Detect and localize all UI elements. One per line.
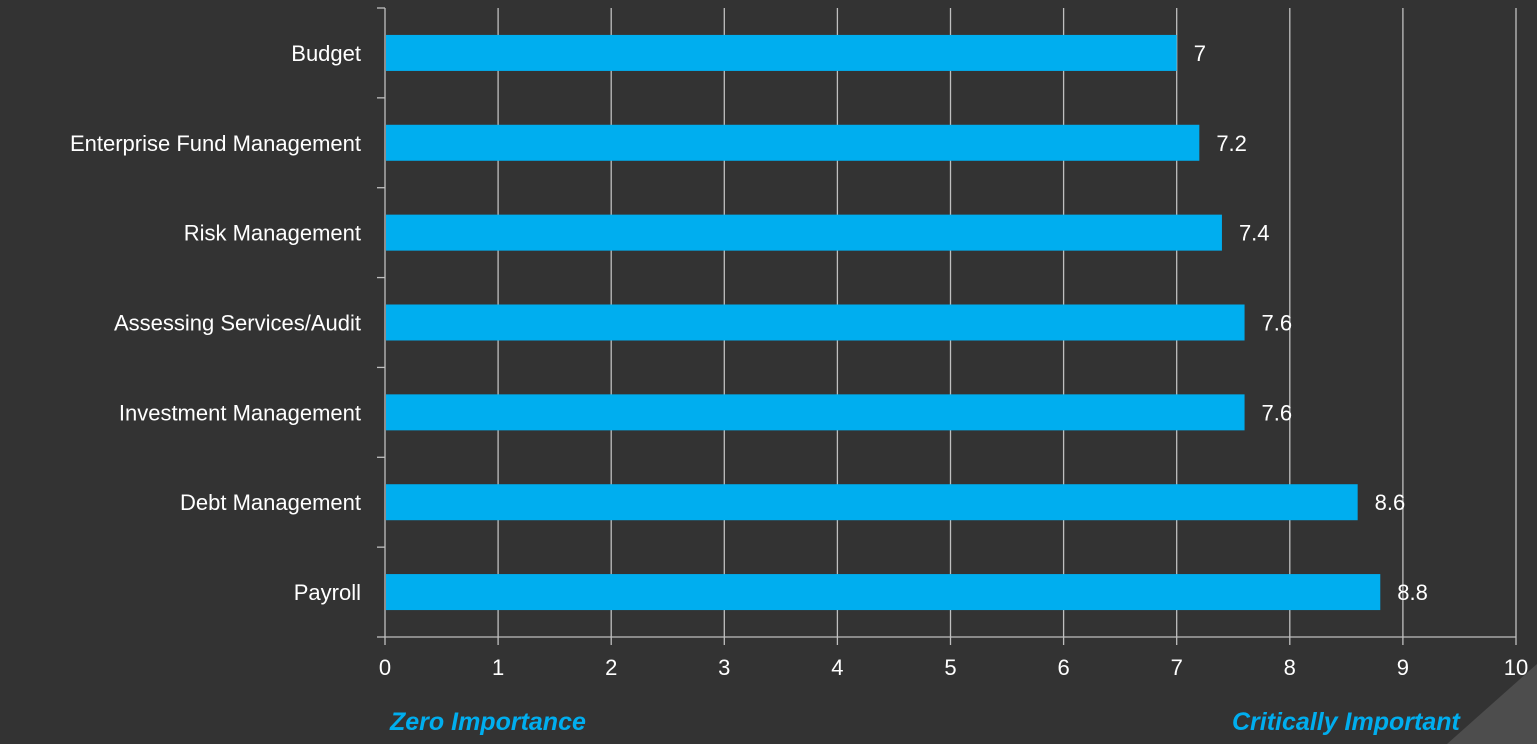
x-tick-label: 1 (492, 655, 504, 680)
category-label: Payroll (294, 580, 361, 605)
bar (386, 124, 1200, 161)
x-tick-label: 0 (379, 655, 391, 680)
bar (386, 34, 1177, 71)
data-label: 7 (1194, 41, 1206, 66)
category-label: Risk Management (184, 221, 361, 246)
category-label: Enterprise Fund Management (70, 131, 361, 156)
category-label: Assessing Services/Audit (114, 311, 361, 336)
data-label: 8.8 (1397, 580, 1428, 605)
x-tick-label: 2 (605, 655, 617, 680)
axes (377, 7, 1517, 645)
x-tick-label: 5 (944, 655, 956, 680)
x-tick-label: 6 (1057, 655, 1069, 680)
bars (386, 34, 1381, 611)
data-label: 8.6 (1375, 490, 1406, 515)
category-label: Investment Management (119, 400, 361, 425)
data-label: 7.4 (1239, 221, 1270, 246)
bar (386, 484, 1358, 521)
bar (386, 394, 1245, 431)
corner-page-curl-shape (1447, 664, 1537, 744)
x-tick-label: 7 (1171, 655, 1183, 680)
data-label: 7.2 (1216, 131, 1247, 156)
bar (386, 214, 1222, 251)
data-label: 7.6 (1262, 311, 1293, 336)
x-tick-label: 3 (718, 655, 730, 680)
x-tick-label: 9 (1397, 655, 1409, 680)
data-label: 7.6 (1262, 400, 1293, 425)
zero-importance-label: Zero Importance (390, 708, 586, 736)
x-tick-label: 8 (1284, 655, 1296, 680)
bar (386, 304, 1245, 341)
bar (386, 574, 1381, 611)
category-label: Budget (291, 41, 361, 66)
critically-important-label: Critically Important (1232, 708, 1460, 736)
category-label: Debt Management (180, 490, 361, 515)
x-tick-label: 4 (831, 655, 843, 680)
